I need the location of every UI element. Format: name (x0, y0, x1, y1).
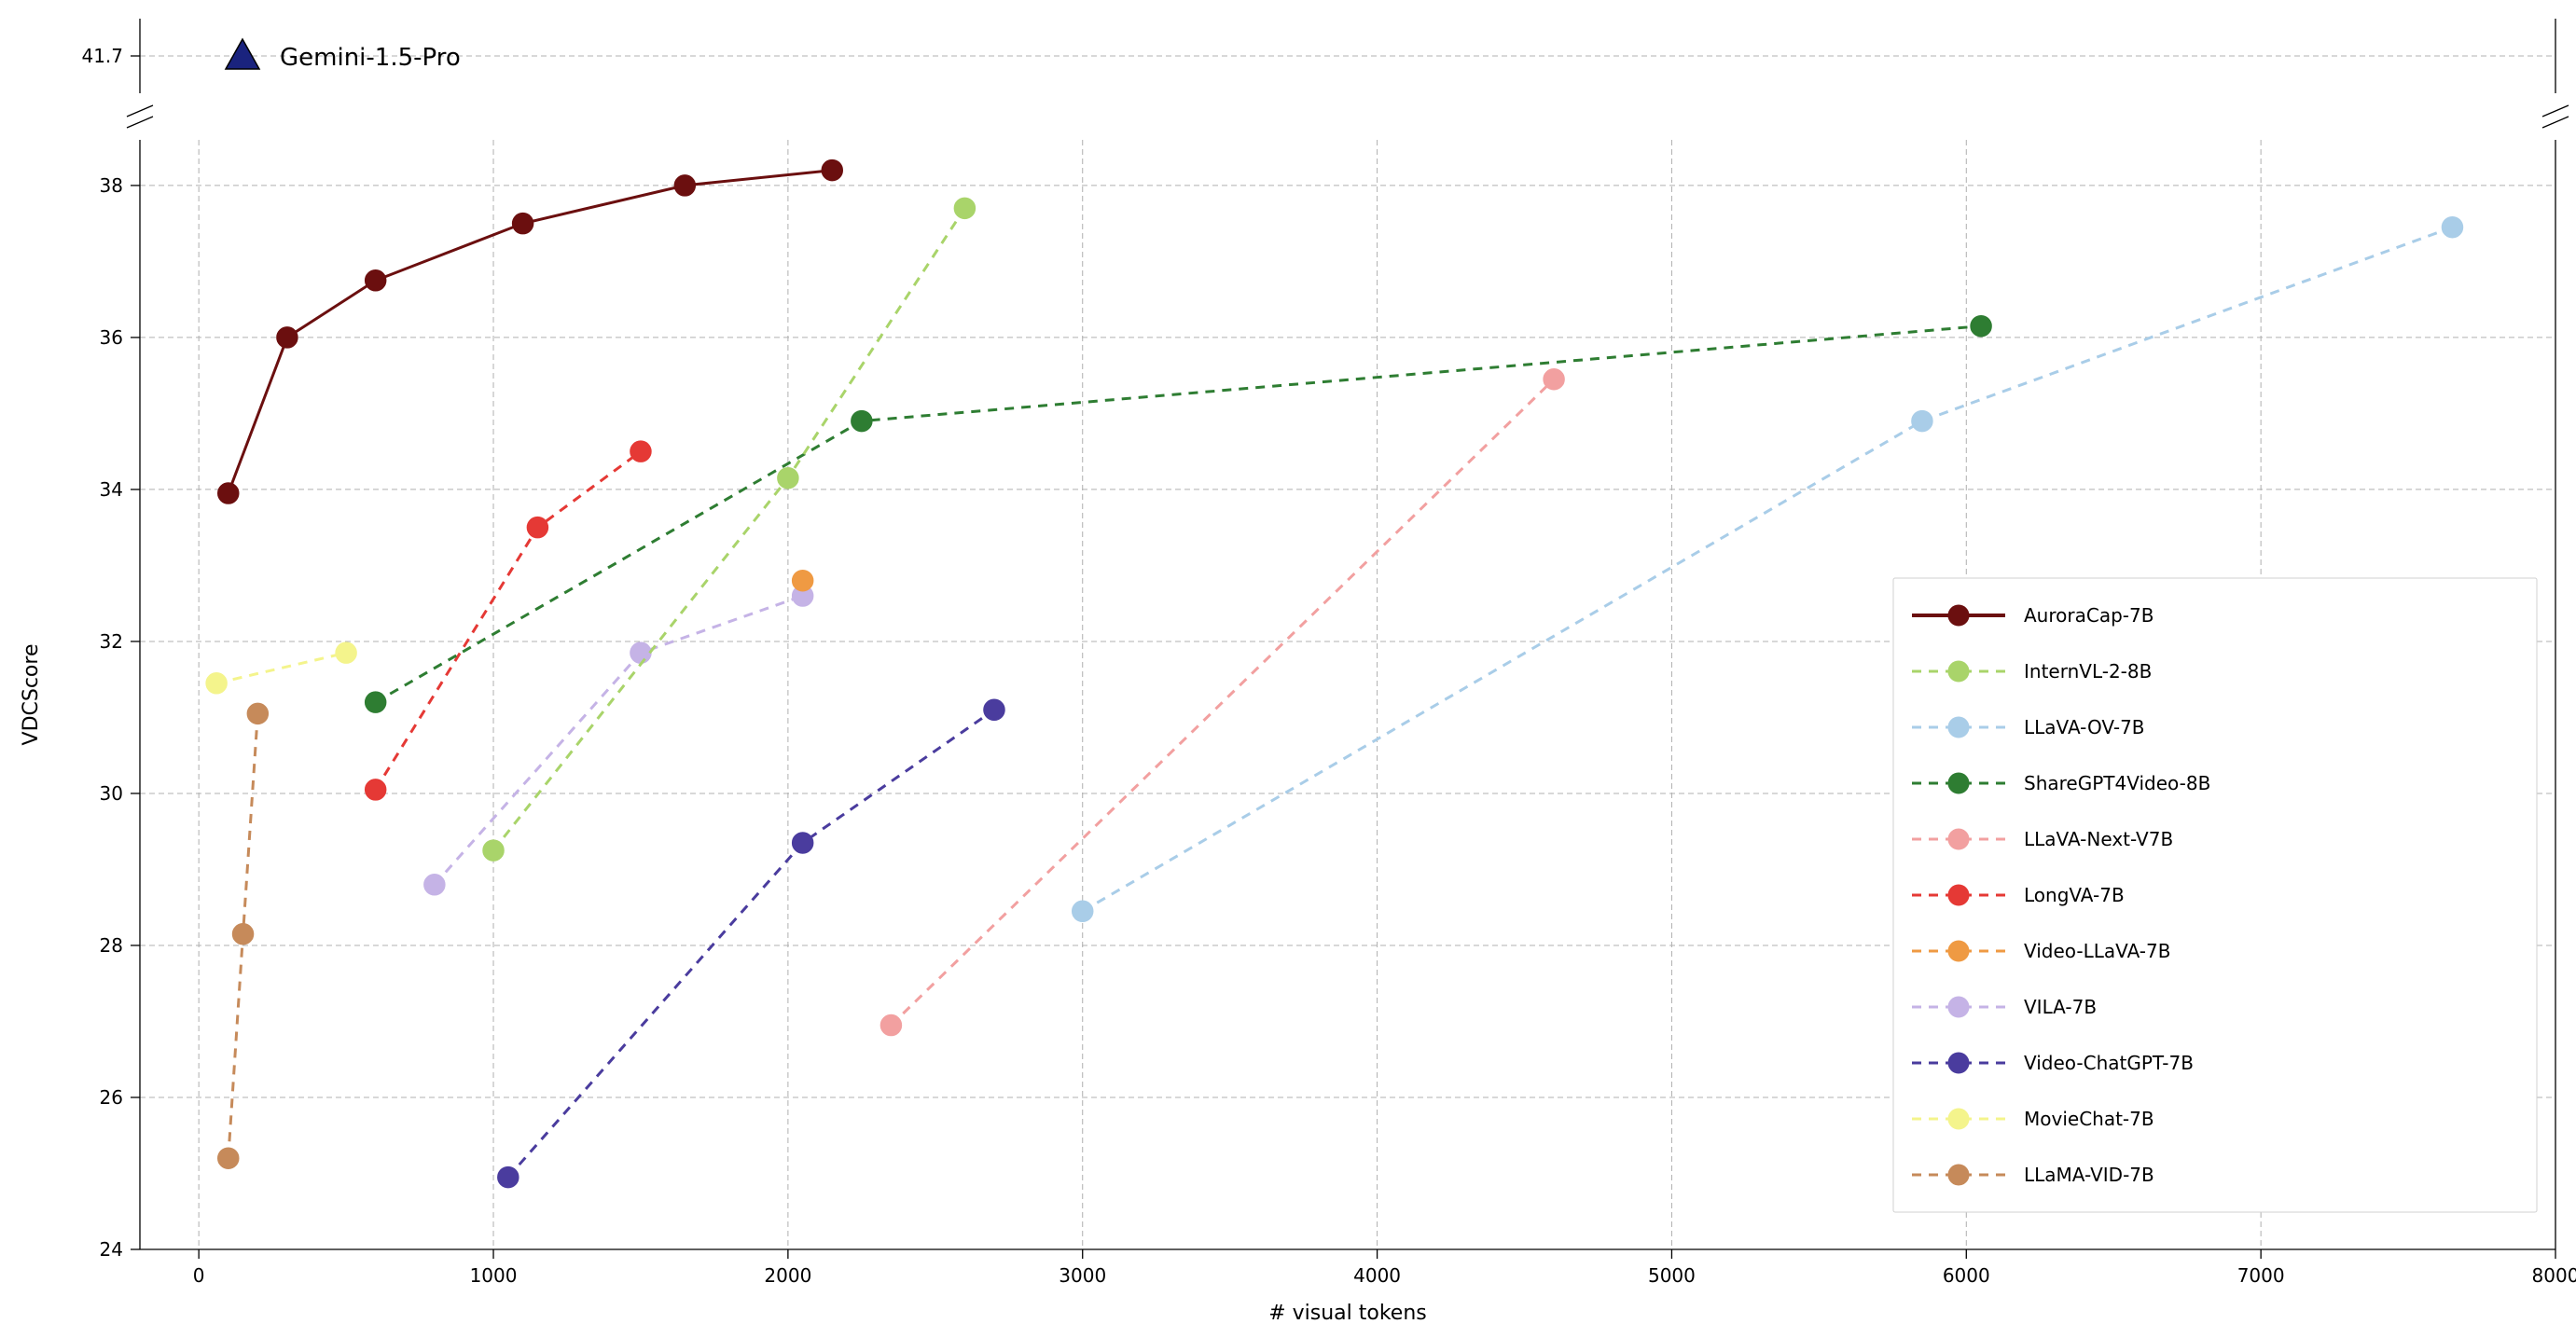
svg-text:AuroraCap-7B: AuroraCap-7B (2024, 604, 2154, 627)
svg-text:VILA-7B: VILA-7B (2024, 996, 2097, 1018)
series-marker-AuroraCap-7B (277, 327, 298, 348)
series-marker-InternVL-2-8B (483, 840, 504, 861)
svg-text:# visual tokens: # visual tokens (1268, 1302, 1427, 1324)
svg-text:4000: 4000 (1353, 1264, 1401, 1287)
series-marker-ShareGPT4Video-8B (1971, 316, 1991, 337)
series-marker-InternVL-2-8B (954, 198, 975, 218)
series-marker-Video-ChatGPT-7B (793, 833, 813, 853)
series-marker-Video-ChatGPT-7B (984, 699, 1004, 720)
svg-text:LLaMA-VID-7B: LLaMA-VID-7B (2024, 1164, 2154, 1186)
legend-marker-Video-LLaVA-7B (1948, 941, 1969, 961)
series-marker-AuroraCap-7B (513, 214, 533, 234)
vdcscore-chart: 0 1000 2000 3000 4000 5000 6000 7000 8000 # visua… (0, 0, 2576, 1324)
legend-marker-InternVL-2-8B (1948, 661, 1969, 682)
legend-marker-LLaMA-VID-7B (1948, 1165, 1969, 1185)
svg-text:1000: 1000 (470, 1264, 518, 1287)
svg-text:2000: 2000 (764, 1264, 811, 1287)
series-marker-ShareGPT4Video-8B (366, 692, 386, 712)
legend-marker-MovieChat-7B (1948, 1109, 1969, 1129)
series-marker-LLaVA-Next-V7B (880, 1015, 901, 1036)
series-marker-AuroraCap-7B (218, 483, 239, 503)
series-marker-ShareGPT4Video-8B (852, 411, 872, 432)
legend-marker-VILA-7B (1948, 997, 1969, 1017)
svg-text:InternVL-2-8B: InternVL-2-8B (2024, 660, 2152, 683)
svg-text:Video-ChatGPT-7B: Video-ChatGPT-7B (2024, 1052, 2194, 1074)
svg-text:7000: 7000 (2237, 1264, 2285, 1287)
svg-text:LLaVA-Next-V7B: LLaVA-Next-V7B (2024, 828, 2173, 850)
svg-text:28: 28 (100, 934, 123, 957)
svg-text:5000: 5000 (1648, 1264, 1696, 1287)
chart-container: 0 1000 2000 3000 4000 5000 6000 7000 8000 # visua… (0, 0, 2576, 1324)
series-marker-LLaVA-OV-7B (1073, 901, 1093, 921)
svg-text:Video-LLaVA-7B: Video-LLaVA-7B (2024, 940, 2170, 962)
series-marker-LongVA-7B (630, 441, 651, 462)
svg-text:0: 0 (193, 1264, 205, 1287)
series-marker-LLaVA-OV-7B (2442, 217, 2462, 238)
series-marker-InternVL-2-8B (778, 468, 798, 489)
series-marker-VILA-7B (424, 875, 445, 895)
svg-text:MovieChat-7B: MovieChat-7B (2024, 1108, 2154, 1130)
series-marker-MovieChat-7B (206, 673, 227, 694)
series-marker-Video-LLaVA-7B (793, 571, 813, 591)
svg-text:38: 38 (100, 174, 123, 197)
series-marker-LLaVA-OV-7B (1912, 411, 1932, 432)
svg-text:6000: 6000 (1943, 1264, 1990, 1287)
series-marker-AuroraCap-7B (366, 270, 386, 291)
legend-marker-ShareGPT4Video-8B (1948, 773, 1969, 793)
legend: AuroraCap-7B InternVL-2-8B LLaVA-OV-7B Shar… (1893, 578, 2537, 1212)
series-marker-LLaMA-VID-7B (247, 703, 268, 724)
series-marker-VILA-7B (630, 642, 651, 663)
svg-text:VDCScore: VDCScore (20, 644, 43, 746)
series-marker-LongVA-7B (366, 779, 386, 800)
legend-marker-Video-ChatGPT-7B (1948, 1053, 1969, 1073)
series-marker-AuroraCap-7B (674, 175, 695, 196)
series-marker-LLaMA-VID-7B (218, 1148, 239, 1168)
svg-text:ShareGPT4Video-8B: ShareGPT4Video-8B (2024, 772, 2210, 794)
series-marker-MovieChat-7B (336, 642, 356, 663)
svg-text:30: 30 (100, 782, 123, 805)
series-marker-LLaMA-VID-7B (233, 924, 254, 945)
series-marker-Video-ChatGPT-7B (498, 1167, 519, 1188)
svg-text:3000: 3000 (1059, 1264, 1106, 1287)
svg-text:34: 34 (100, 478, 123, 501)
legend-marker-LongVA-7B (1948, 885, 1969, 905)
series-marker-AuroraCap-7B (822, 160, 842, 181)
svg-text:LLaVA-OV-7B: LLaVA-OV-7B (2024, 716, 2145, 738)
svg-text:24: 24 (100, 1238, 123, 1261)
svg-text:32: 32 (100, 630, 123, 653)
legend-marker-LLaVA-Next-V7B (1948, 829, 1969, 849)
svg-text:8000: 8000 (2532, 1264, 2576, 1287)
svg-text:36: 36 (100, 326, 123, 349)
legend-marker-LLaVA-OV-7B (1948, 717, 1969, 738)
series-marker-LLaVA-Next-V7B (1544, 369, 1564, 390)
svg-text:Gemini-1.5-Pro: Gemini-1.5-Pro (280, 44, 461, 72)
svg-text:26: 26 (100, 1086, 123, 1109)
svg-text:LongVA-7B: LongVA-7B (2024, 884, 2125, 906)
series-marker-LongVA-7B (527, 517, 547, 538)
svg-text:41.7: 41.7 (81, 45, 123, 67)
legend-marker-AuroraCap-7B (1948, 605, 1969, 626)
